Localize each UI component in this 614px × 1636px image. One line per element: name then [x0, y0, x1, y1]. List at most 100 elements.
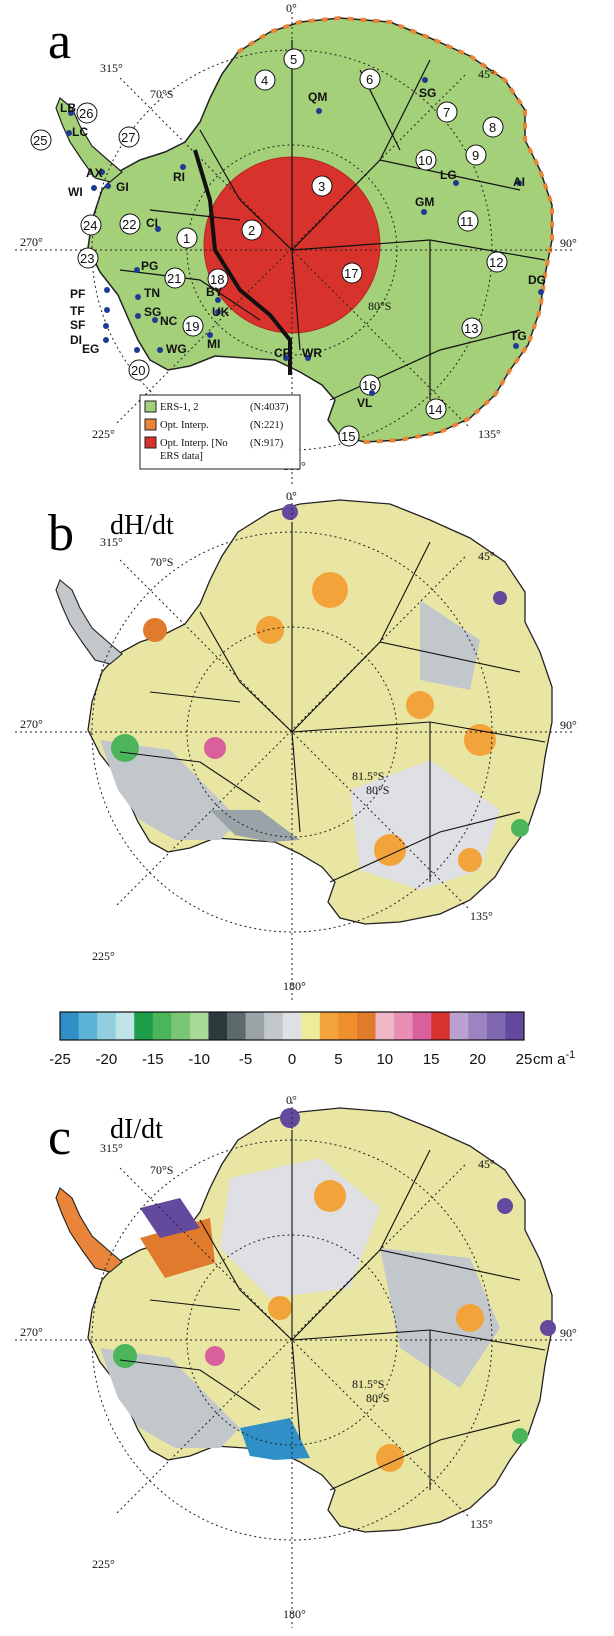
- site-SG-west: SG: [135, 305, 161, 319]
- svg-text:18: 18: [210, 272, 224, 287]
- svg-text:DI: DI: [70, 333, 82, 347]
- b-deg-270-label: 270°: [20, 717, 43, 731]
- b-deg-315-label: 315°: [100, 535, 123, 549]
- basin-1: 1: [176, 227, 198, 249]
- legend-opt-label: Opt. Interp.: [160, 420, 209, 431]
- colorbar-tick-label: -10: [188, 1051, 210, 1068]
- legend-swatch-ers: [144, 400, 157, 413]
- dhdt-peninsula: [55, 579, 123, 665]
- svg-text:WI: WI: [68, 185, 83, 199]
- colorbar-cell: [189, 1012, 209, 1040]
- svg-text:7: 7: [443, 105, 450, 120]
- svg-text:NC: NC: [160, 314, 178, 328]
- svg-text:10: 10: [418, 153, 432, 168]
- basin-14: 14: [425, 398, 447, 420]
- legend-swatch-opt: [144, 418, 157, 431]
- antarctic-peninsula: [55, 97, 123, 183]
- site-GM: GM: [415, 195, 434, 215]
- b-lat-80-label: 80°S: [366, 783, 389, 797]
- colorbar-cell: [431, 1012, 451, 1040]
- svg-text:TG: TG: [510, 329, 527, 343]
- svg-text:25: 25: [33, 133, 47, 148]
- colorbar-tick-label: 20: [469, 1051, 486, 1068]
- svg-text:MI: MI: [207, 337, 220, 351]
- svg-text:CR: CR: [274, 346, 292, 360]
- c-lat-70-label: 70°S: [150, 1163, 173, 1177]
- site-WR: WR: [302, 346, 322, 361]
- svg-text:27: 27: [121, 130, 135, 145]
- basin-12: 12: [486, 251, 508, 273]
- c-deg-180-label: 180°: [283, 1607, 306, 1621]
- basin-22: 22: [119, 213, 141, 235]
- grounding-line: [193, 149, 292, 375]
- site-CR: CR: [274, 346, 292, 361]
- svg-text:CI: CI: [146, 216, 158, 230]
- c-lat-815-label: 81.5°S: [352, 1377, 384, 1391]
- basin-15: 15: [338, 425, 360, 447]
- colorbar-cell: [171, 1012, 191, 1040]
- svg-text:SG: SG: [419, 86, 436, 100]
- basin-4: 4: [254, 69, 276, 91]
- deg-90-label: 90°: [560, 236, 577, 250]
- basin-13: 13: [461, 317, 483, 339]
- svg-text:TF: TF: [70, 304, 85, 318]
- legend-ers-count: (N:4037): [250, 402, 289, 413]
- basin-25: 25: [30, 129, 52, 151]
- svg-text:WR: WR: [302, 346, 322, 360]
- colorbar-tick-label: -20: [96, 1051, 118, 1068]
- svg-text:UK: UK: [212, 305, 230, 319]
- colorbar-cell: [375, 1012, 395, 1040]
- c-deg-270-label: 270°: [20, 1325, 43, 1339]
- legend-noers-label: Opt. Interp. [No: [160, 438, 228, 449]
- colorbar: -25 -20 -15 -10 -5 0 5 10 15 20 25 cm a-1: [49, 1011, 575, 1068]
- colorbar-cell: [319, 1012, 339, 1040]
- svg-text:PF: PF: [70, 287, 85, 301]
- svg-text:20: 20: [131, 363, 145, 378]
- basin-19: 19: [182, 315, 204, 337]
- dhdt-anomalies: [100, 504, 529, 890]
- site-PF: PF: [70, 287, 110, 301]
- colorbar-tick-label: 0: [288, 1051, 296, 1068]
- site-CI: CI: [146, 216, 161, 232]
- svg-text:14: 14: [428, 402, 442, 417]
- svg-text:LC: LC: [72, 125, 88, 139]
- panel-c-map: c dI/dt 0° 45° 90° 135° 180° 225° 270° 3…: [15, 1093, 577, 1628]
- svg-text:15: 15: [341, 429, 355, 444]
- didt-peninsula: [55, 1187, 123, 1273]
- svg-text:GM: GM: [415, 195, 434, 209]
- colorbar-cell: [134, 1012, 154, 1040]
- basin-boundaries: [119, 40, 546, 401]
- deg-270-label: 270°: [20, 235, 43, 249]
- svg-text:16: 16: [362, 378, 376, 393]
- b-deg-0-label: 0°: [286, 490, 297, 503]
- svg-text:22: 22: [122, 217, 136, 232]
- colorbar-cell: [227, 1012, 247, 1040]
- site-SG-east: SG: [419, 77, 436, 100]
- c-deg-45-label: 45°: [478, 1157, 495, 1171]
- site-UK: UK: [212, 305, 230, 319]
- svg-text:AI: AI: [513, 175, 525, 189]
- didt-basin-lines: [119, 1130, 546, 1491]
- site-GI: GI: [105, 180, 129, 194]
- svg-text:3: 3: [318, 179, 325, 194]
- colorbar-cell: [449, 1012, 469, 1040]
- svg-text:GI: GI: [116, 180, 129, 194]
- b-deg-135-label: 135°: [470, 909, 493, 923]
- site-LG: LG: [440, 168, 459, 186]
- colorbar-tick-label: -25: [49, 1051, 71, 1068]
- panel-c-label: c: [48, 1109, 71, 1166]
- basin-10: 10: [415, 149, 437, 171]
- svg-text:QM: QM: [308, 90, 327, 104]
- basin-6: 6: [359, 68, 381, 90]
- basin-11: 11: [457, 210, 479, 232]
- basin-9: 9: [465, 144, 487, 166]
- colorbar-cell: [264, 1012, 284, 1040]
- c-deg-315-label: 315°: [100, 1141, 123, 1155]
- basin-7: 7: [436, 101, 458, 123]
- basin-27: 27: [118, 126, 140, 148]
- svg-text:17: 17: [344, 266, 358, 281]
- site-AX: AX: [86, 166, 105, 180]
- b-deg-180-label: 180°: [283, 979, 306, 993]
- site-BY: BY: [206, 285, 223, 303]
- deg-225-label: 225°: [92, 427, 115, 441]
